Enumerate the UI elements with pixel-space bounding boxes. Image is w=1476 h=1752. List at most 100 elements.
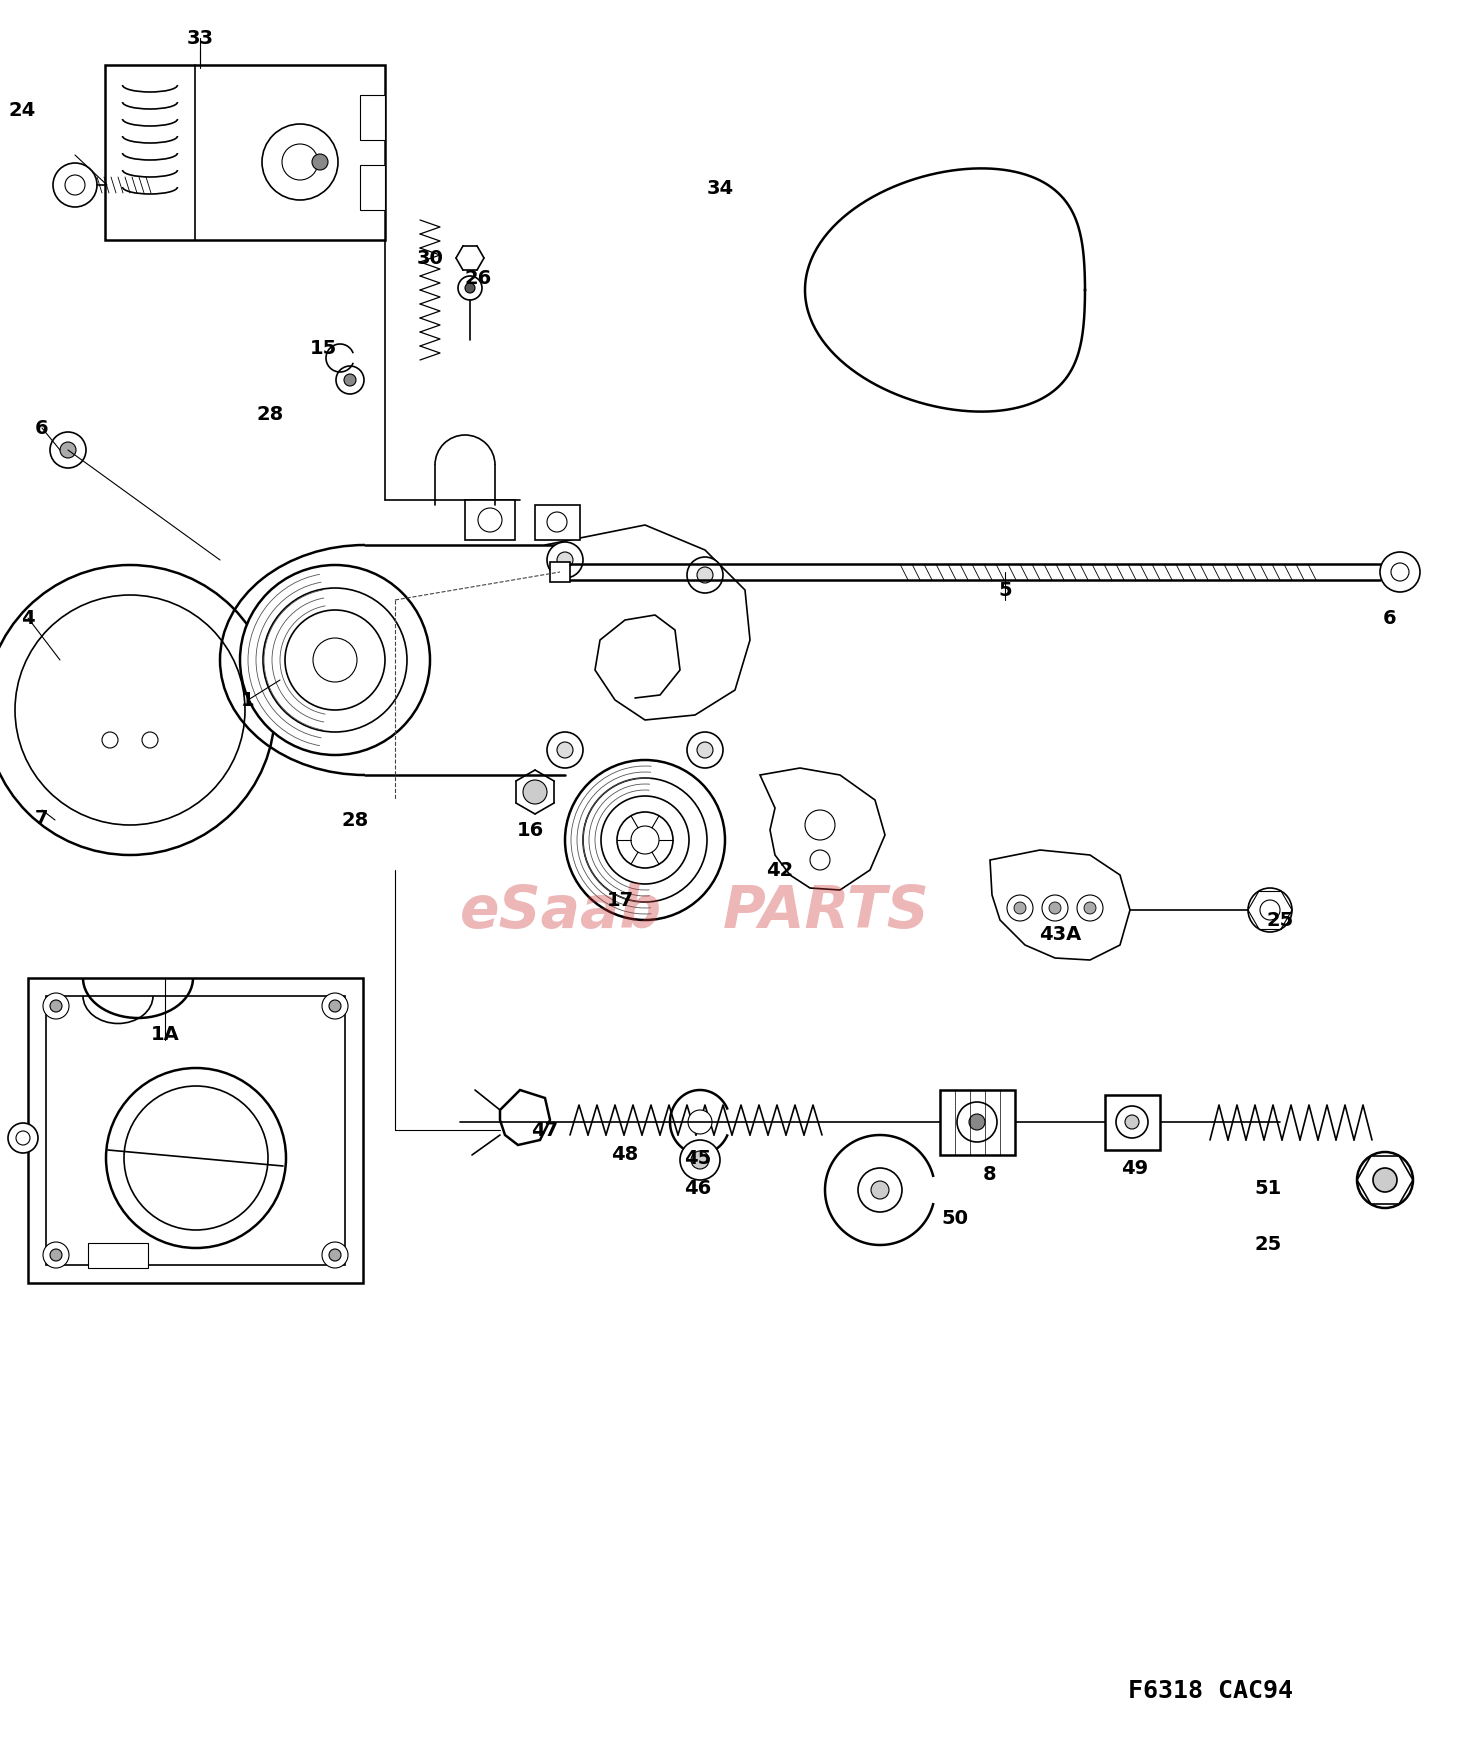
Circle shape (1380, 552, 1420, 592)
Text: 1: 1 (241, 690, 255, 710)
Circle shape (61, 442, 75, 457)
Circle shape (632, 825, 658, 853)
Circle shape (322, 1242, 348, 1268)
Text: 47: 47 (531, 1121, 558, 1139)
Bar (89, 1242, 148, 1268)
Text: 28: 28 (257, 405, 283, 424)
Text: 46: 46 (685, 1179, 711, 1198)
Bar (360, 165, 385, 210)
Text: 17: 17 (607, 890, 633, 909)
Text: 51: 51 (1255, 1179, 1281, 1198)
Circle shape (858, 1169, 902, 1212)
Circle shape (311, 154, 328, 170)
Text: 42: 42 (766, 860, 794, 880)
Circle shape (804, 809, 835, 839)
Circle shape (43, 1242, 69, 1268)
Circle shape (142, 732, 158, 748)
Circle shape (478, 508, 502, 533)
Circle shape (1007, 895, 1033, 922)
Circle shape (1116, 1106, 1148, 1139)
Circle shape (124, 1086, 269, 1230)
Text: F6318 CAC94: F6318 CAC94 (1128, 1678, 1293, 1703)
Polygon shape (500, 1090, 551, 1146)
Circle shape (1049, 902, 1061, 915)
Circle shape (344, 373, 356, 385)
Text: 4: 4 (21, 608, 35, 627)
Text: 28: 28 (341, 811, 369, 829)
Circle shape (465, 284, 475, 293)
Text: 26: 26 (465, 268, 492, 287)
Circle shape (102, 732, 118, 748)
Circle shape (871, 1181, 889, 1198)
Circle shape (1014, 902, 1026, 915)
Circle shape (556, 552, 573, 568)
Circle shape (1373, 1169, 1396, 1191)
Bar (28, 978, 363, 1282)
Circle shape (810, 850, 830, 871)
Bar (534, 505, 580, 540)
Circle shape (565, 760, 725, 920)
Text: 49: 49 (1122, 1158, 1148, 1177)
Circle shape (956, 1102, 996, 1142)
Circle shape (1261, 901, 1280, 920)
Bar (105, 65, 385, 240)
Circle shape (617, 811, 673, 867)
Bar (551, 562, 570, 582)
Circle shape (970, 1114, 984, 1130)
Bar (940, 1090, 1015, 1155)
Text: eSaab: eSaab (461, 883, 661, 939)
Circle shape (523, 780, 548, 804)
Circle shape (548, 541, 583, 578)
Circle shape (322, 993, 348, 1020)
Circle shape (241, 564, 430, 755)
Circle shape (583, 778, 707, 902)
Circle shape (1083, 902, 1097, 915)
Circle shape (53, 163, 97, 207)
Circle shape (1042, 895, 1069, 922)
Bar (1106, 1095, 1160, 1149)
Circle shape (688, 1111, 711, 1134)
Circle shape (1356, 1153, 1413, 1207)
Circle shape (556, 743, 573, 759)
Bar (46, 995, 345, 1265)
Polygon shape (760, 767, 886, 890)
Text: 48: 48 (611, 1146, 639, 1165)
Circle shape (691, 1151, 708, 1169)
Circle shape (1125, 1114, 1139, 1128)
Text: 15: 15 (310, 338, 337, 357)
Circle shape (686, 732, 723, 767)
Circle shape (548, 732, 583, 767)
Text: 6: 6 (35, 419, 49, 438)
Circle shape (282, 144, 317, 180)
Circle shape (263, 124, 338, 200)
Circle shape (15, 596, 245, 825)
Circle shape (65, 175, 86, 194)
Circle shape (1077, 895, 1103, 922)
Circle shape (680, 1141, 720, 1181)
Text: 5: 5 (998, 580, 1013, 599)
Circle shape (458, 277, 483, 300)
Circle shape (50, 1249, 62, 1261)
Text: 1A: 1A (151, 1025, 180, 1044)
Text: 16: 16 (517, 820, 543, 839)
Text: 25: 25 (1255, 1235, 1281, 1254)
Text: 50: 50 (942, 1209, 968, 1228)
Circle shape (16, 1132, 30, 1146)
Text: 43A: 43A (1039, 925, 1080, 944)
Circle shape (329, 1249, 341, 1261)
Circle shape (1390, 562, 1410, 582)
Circle shape (7, 1123, 38, 1153)
Circle shape (697, 743, 713, 759)
Text: 34: 34 (707, 179, 734, 198)
Circle shape (686, 557, 723, 592)
Text: 45: 45 (685, 1149, 711, 1167)
Text: 8: 8 (983, 1165, 996, 1184)
Circle shape (548, 512, 567, 533)
Text: 6: 6 (1383, 608, 1396, 627)
Circle shape (601, 795, 689, 885)
Polygon shape (990, 850, 1131, 960)
Text: 7: 7 (35, 808, 49, 827)
Circle shape (50, 1000, 62, 1013)
Circle shape (697, 568, 713, 583)
Circle shape (337, 366, 365, 394)
